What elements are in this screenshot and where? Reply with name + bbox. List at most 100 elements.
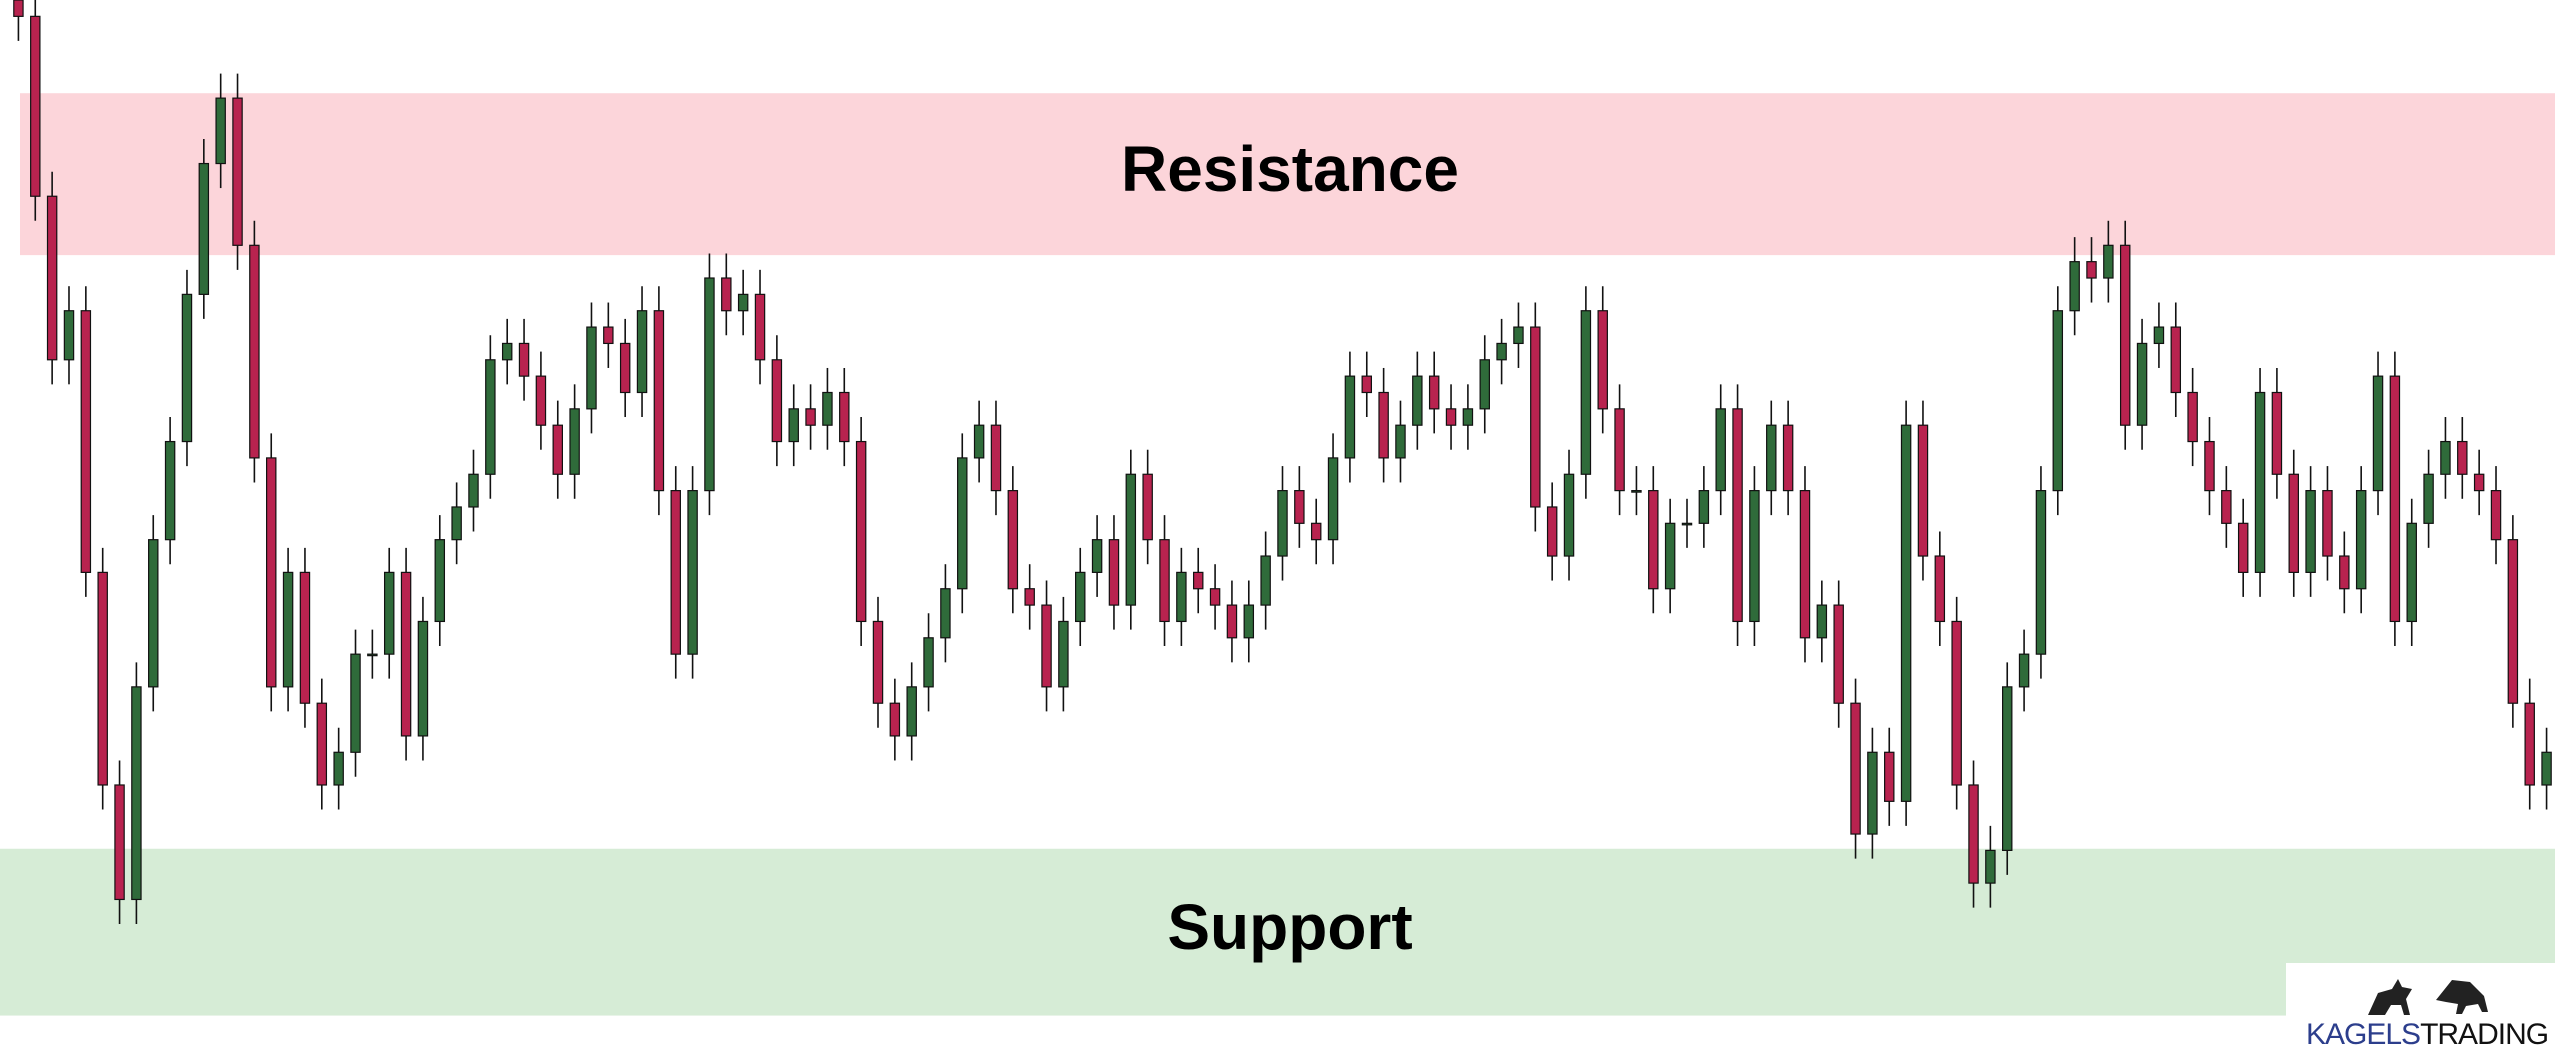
candle-body xyxy=(367,653,378,657)
candle-body xyxy=(1513,326,1524,345)
candle-body xyxy=(1192,571,1204,590)
candle-body xyxy=(468,473,479,508)
candle-body xyxy=(46,195,58,361)
candle-body xyxy=(788,408,799,443)
logo-icon xyxy=(2368,979,2488,1015)
logo-part: KAGELS xyxy=(2306,1018,2420,1051)
candle-body xyxy=(2052,310,2064,492)
candle-body xyxy=(1142,473,1153,541)
bear-icon xyxy=(2436,980,2488,1014)
zone xyxy=(20,93,2555,256)
candle-body xyxy=(670,490,681,655)
logo-part: TRADING xyxy=(2420,1018,2548,1051)
candle-body xyxy=(603,326,614,345)
candle-body xyxy=(383,571,395,655)
candle-body xyxy=(164,440,176,541)
candle-body xyxy=(1496,342,1507,361)
candle-body xyxy=(990,424,1002,492)
candle-body xyxy=(1951,620,1962,786)
candle-body xyxy=(1563,473,1575,557)
candle-body xyxy=(1007,490,1019,590)
candle-body xyxy=(1378,391,1389,459)
candle-body xyxy=(501,342,513,361)
candle-body xyxy=(1985,849,1996,884)
candle-body xyxy=(1884,751,1895,802)
candle-body xyxy=(1294,490,1305,524)
candle-body xyxy=(131,686,142,901)
candle-body xyxy=(653,310,665,492)
candle-body xyxy=(2086,261,2097,279)
candle-body xyxy=(1344,375,1356,459)
candle-body xyxy=(2018,653,2030,688)
candle-body xyxy=(771,359,783,443)
candle-body xyxy=(1445,408,1457,426)
candle-body xyxy=(889,702,901,737)
candle-body xyxy=(1327,457,1339,541)
candle-body xyxy=(1850,702,1861,835)
candle-body xyxy=(1159,539,1170,623)
candle-body xyxy=(2322,490,2333,557)
candle-body xyxy=(1732,408,1743,623)
candle-body xyxy=(1614,408,1625,492)
candle-body xyxy=(1816,604,1828,639)
candle-body xyxy=(923,637,934,688)
zone-labels: Resistance Support xyxy=(1121,133,1459,963)
candle-body xyxy=(2221,490,2232,524)
candle-body xyxy=(2170,326,2182,394)
candle-body xyxy=(586,326,597,410)
candle-body xyxy=(721,277,732,312)
candle-body xyxy=(619,342,631,394)
candle-body xyxy=(2389,375,2401,623)
candle-body xyxy=(1091,539,1103,573)
candle-body xyxy=(872,620,884,704)
zone-label: Resistance xyxy=(1121,133,1459,205)
candle-body xyxy=(114,784,125,901)
candle-body xyxy=(2305,490,2316,573)
candle-body xyxy=(2254,391,2266,573)
candle-body xyxy=(805,408,816,426)
candle-body xyxy=(636,310,648,394)
candle-body xyxy=(2440,440,2451,475)
candle-body xyxy=(1580,310,1592,475)
candle-body xyxy=(1024,588,1035,606)
candle-body xyxy=(2002,686,2013,851)
candle-body xyxy=(704,277,715,492)
candle-body xyxy=(1917,424,1929,557)
candle-body xyxy=(1361,375,1373,394)
candle-body xyxy=(299,571,311,704)
candle-body xyxy=(839,391,850,443)
zones xyxy=(0,93,2555,1016)
candle-body xyxy=(1934,555,1946,623)
candle-body xyxy=(822,391,833,426)
candle-body xyxy=(2035,490,2047,655)
candle-body xyxy=(1631,490,1642,493)
candle-body xyxy=(569,408,580,475)
candle-body xyxy=(2490,490,2502,541)
candle-body xyxy=(1412,375,1423,426)
candle-body xyxy=(1277,490,1288,557)
candles xyxy=(13,0,2552,924)
candle-body xyxy=(1530,326,1541,508)
candle-body xyxy=(973,424,985,459)
candle-body xyxy=(2372,375,2384,492)
candle-body xyxy=(1125,473,1137,606)
logo: KAGELSTRADING xyxy=(2286,963,2560,1063)
candle-body xyxy=(2355,490,2367,590)
candle-body xyxy=(1833,604,1844,704)
candle-body xyxy=(1664,522,1676,590)
candle-body xyxy=(1108,539,1120,606)
candle-body xyxy=(2271,391,2283,475)
candle-body xyxy=(2473,473,2485,492)
candle-body xyxy=(232,97,243,246)
candle-body xyxy=(1698,490,1710,524)
candle-body xyxy=(1075,571,1086,623)
candle-body xyxy=(737,293,749,312)
candle-body xyxy=(906,686,917,737)
candle-body xyxy=(30,15,41,197)
candle-body xyxy=(434,539,446,623)
candle-body xyxy=(855,440,867,623)
logo-background xyxy=(2286,963,2560,1063)
zone-label: Support xyxy=(1167,891,1412,963)
